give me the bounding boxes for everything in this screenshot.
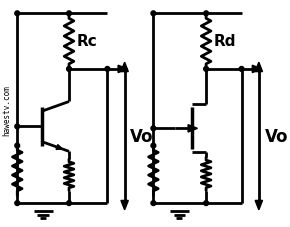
Circle shape [151, 12, 156, 17]
Circle shape [15, 124, 20, 129]
Circle shape [15, 12, 20, 17]
Circle shape [204, 201, 209, 206]
Circle shape [15, 143, 20, 148]
Circle shape [67, 67, 71, 72]
Circle shape [67, 12, 71, 17]
Polygon shape [121, 200, 128, 210]
Circle shape [15, 201, 20, 206]
Circle shape [204, 12, 209, 17]
Text: Vo: Vo [264, 127, 288, 145]
Polygon shape [252, 66, 262, 73]
Circle shape [151, 201, 156, 206]
Text: hawestv.com: hawestv.com [2, 84, 11, 135]
Circle shape [105, 67, 110, 72]
Circle shape [239, 67, 244, 72]
Polygon shape [188, 125, 197, 132]
Circle shape [151, 143, 156, 148]
Circle shape [151, 126, 156, 131]
Polygon shape [255, 63, 262, 72]
Text: Rd: Rd [214, 34, 236, 48]
Polygon shape [255, 200, 262, 210]
Polygon shape [121, 63, 128, 72]
Circle shape [204, 67, 209, 72]
Polygon shape [118, 66, 128, 73]
Polygon shape [56, 145, 62, 150]
Circle shape [67, 201, 71, 206]
Text: Vo: Vo [130, 127, 154, 145]
Text: Rc: Rc [77, 34, 97, 48]
